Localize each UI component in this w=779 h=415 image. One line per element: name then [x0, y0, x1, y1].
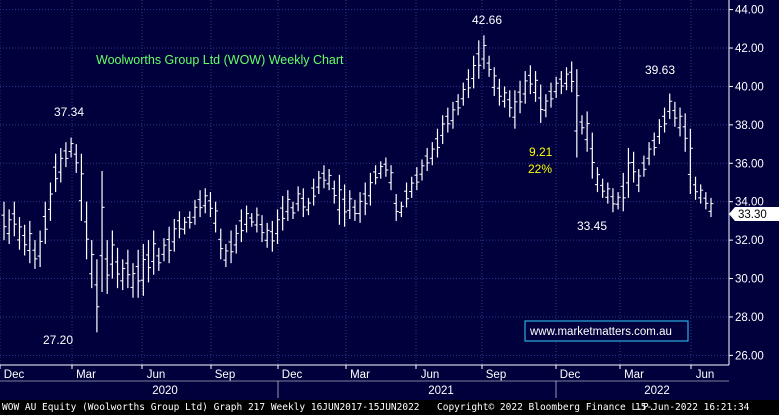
footer-copyright: Copyright© 2022 Bloomberg Finance L.P.: [437, 402, 655, 413]
x-month-label: Dec: [282, 369, 303, 381]
y-tick-label: 32.00: [735, 235, 764, 247]
y-tick-label: 44.00: [735, 5, 764, 17]
last-price-tag: 33.30: [729, 207, 779, 221]
annotation-high-37-34: 37.34: [54, 105, 84, 119]
chart-title: Woolworths Group Ltd (WOW) Weekly Chart: [96, 53, 344, 67]
axis-background: [729, 0, 779, 400]
annotation-drop-value: 9.21: [529, 145, 553, 159]
annotation-low-27-20: 27.20: [43, 333, 73, 347]
watermark-text: www.marketmatters.com.au: [529, 326, 672, 338]
axes: 26.00 28.00 30.00 32.00 34.00 36.00 38.00 40.00…: [0, 0, 764, 398]
x-year-label: 2022: [644, 385, 670, 397]
x-month-label: Sep: [486, 369, 506, 381]
x-month-label: Mar: [76, 369, 96, 381]
x-month-label: Dec: [560, 369, 581, 381]
y-tick-label: 36.00: [735, 158, 764, 170]
x-month-label: Dec: [4, 369, 25, 381]
annotation-high-42-66: 42.66: [472, 13, 502, 27]
x-month-label: Jun: [696, 369, 715, 381]
footer-bar: WOW AU Equity (Woolworths Group Ltd) Gra…: [0, 400, 779, 415]
y-tick-label: 28.00: [735, 312, 764, 324]
x-month-label: Sep: [215, 369, 235, 381]
xaxis-background: [0, 365, 729, 400]
annotation-high-39-63: 39.63: [645, 63, 675, 77]
x-month-label: Jun: [147, 369, 166, 381]
x-month-label: Mar: [624, 369, 644, 381]
last-price-label: 33.30: [738, 209, 767, 221]
gridlines: [0, 0, 729, 365]
x-month-label: Jun: [421, 369, 440, 381]
ohlc-bars: [1, 35, 714, 333]
footer-timestamp: 15-Jun-2022 16:21:34: [635, 402, 750, 413]
y-tick-label: 30.00: [735, 274, 764, 286]
chart-svg: 26.00 28.00 30.00 32.00 34.00 36.00 38.00 40.00…: [0, 0, 779, 400]
annotation-drop-percent: 22%: [528, 162, 552, 176]
annotation-low-33-45: 33.45: [577, 219, 607, 233]
x-month-label: Mar: [350, 369, 370, 381]
y-tick-label: 26.00: [735, 350, 764, 362]
x-year-label: 2021: [428, 385, 454, 397]
y-tick-label: 40.00: [735, 81, 764, 93]
y-tick-label: 42.00: [735, 43, 764, 55]
watermark-box[interactable]: www.marketmatters.com.au: [524, 320, 689, 342]
footer-security-info: WOW AU Equity (Woolworths Group Ltd) Gra…: [2, 402, 420, 413]
x-year-label: 2020: [152, 385, 178, 397]
y-tick-label: 34.00: [735, 197, 764, 209]
y-tick-label: 38.00: [735, 120, 764, 132]
